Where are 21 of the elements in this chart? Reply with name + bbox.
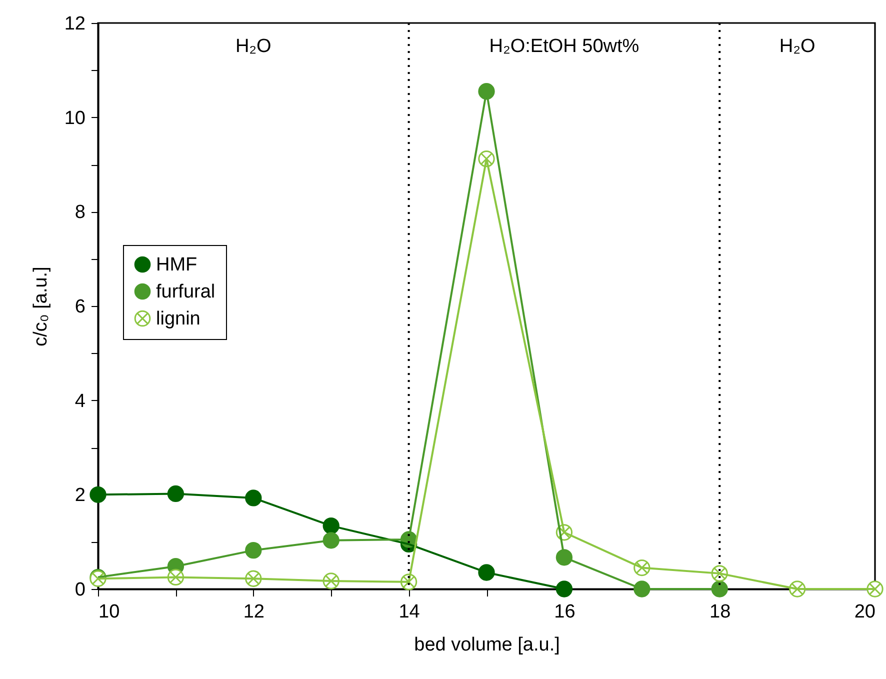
annotation: H₂O [779, 36, 816, 57]
y-tick-label: 6 [74, 296, 86, 318]
y-tick-label: 8 [74, 202, 86, 224]
x-tick-label: 16 [554, 602, 576, 622]
annotation: H₂O [235, 36, 272, 57]
y-axis-title: c/c₀ [a.u.] [30, 266, 52, 346]
y-tick-label: 10 [64, 108, 86, 129]
y-tick-label: 2 [74, 485, 86, 506]
x-tick-label: 20 [854, 602, 876, 622]
x-tick-label: 12 [243, 602, 264, 622]
x-axis-title: bed volume [a.u.] [414, 634, 560, 656]
x-tick-label: 18 [710, 602, 731, 622]
x-tick-label: 10 [98, 602, 120, 622]
y-tick-label: 0 [74, 580, 86, 600]
annotation: H₂O:EtOH 50wt% [489, 36, 640, 57]
x-tick-label: 14 [398, 602, 420, 622]
y-tick-label: 4 [74, 390, 86, 412]
legend-label: lignin [156, 308, 200, 330]
legend-label: HMF [156, 254, 198, 276]
legend-label: furfural [156, 282, 216, 302]
y-tick-label: 12 [64, 14, 86, 34]
